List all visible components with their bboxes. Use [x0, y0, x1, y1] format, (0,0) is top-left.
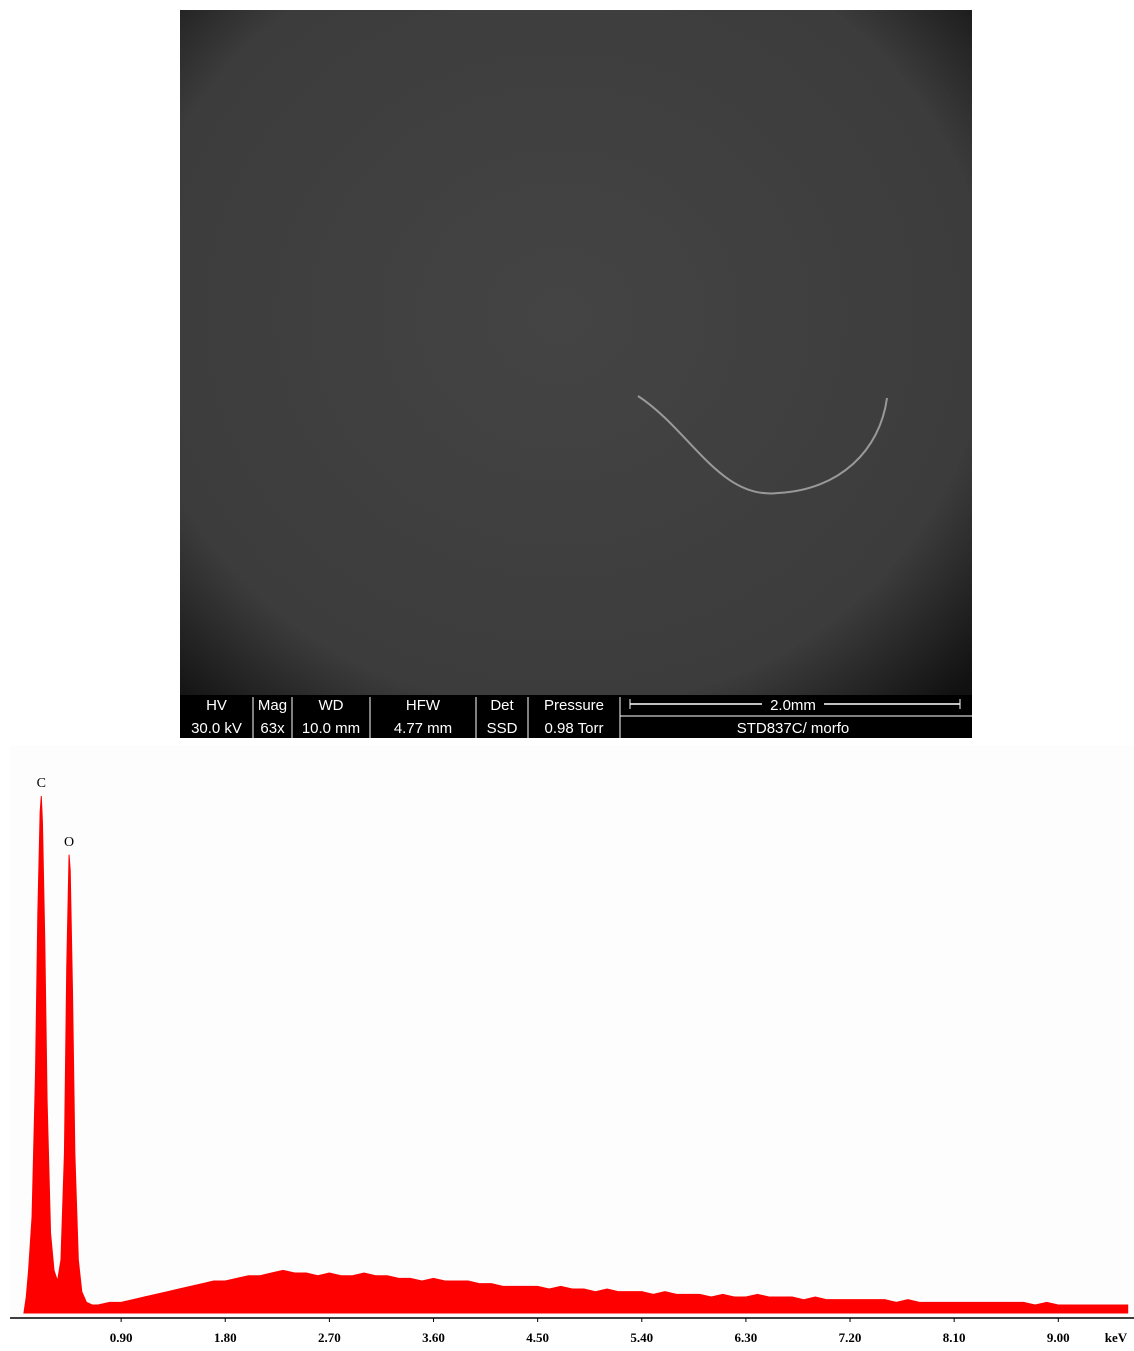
sample-label: STD837C/ morfo: [737, 720, 850, 737]
peak-label: O: [64, 835, 74, 850]
x-tick-label: 1.80: [214, 1330, 237, 1345]
x-axis-unit: keV: [1105, 1330, 1128, 1345]
x-tick-label: 0.90: [110, 1330, 133, 1345]
databar-header: Pressure: [544, 697, 604, 714]
spectrum-area: [23, 795, 1129, 1314]
databar-value: 10.0 mm: [302, 720, 360, 737]
x-tick-label: 8.10: [943, 1330, 966, 1345]
databar-value: 0.98 Torr: [545, 720, 604, 737]
x-tick-label: 5.40: [630, 1330, 653, 1345]
fiber: [637, 395, 888, 495]
databar-value: 4.77 mm: [394, 720, 452, 737]
databar-header: HFW: [406, 697, 441, 714]
x-tick-label: 9.00: [1047, 1330, 1070, 1345]
databar-header: WD: [319, 697, 344, 714]
scale-bar-bg: [762, 697, 824, 712]
databar-header: Det: [490, 697, 514, 714]
databar-value: 30.0 kV: [191, 720, 242, 737]
x-tick-label: 2.70: [318, 1330, 341, 1345]
peak-label: C: [37, 776, 46, 791]
x-tick-label: 4.50: [526, 1330, 549, 1345]
sem-image: 2.0mm STD837C/ morfo: [180, 10, 972, 738]
databar-header: HV: [206, 697, 227, 714]
databar-value: SSD: [487, 720, 518, 737]
micrograph: [180, 10, 972, 738]
x-tick-label: 7.20: [839, 1330, 862, 1345]
plot-background: [10, 745, 1134, 1318]
spectrum: 0.90 1.80 2.70 3.60 4.50 5.40 6.30 7.20 8.10 9.00…: [10, 745, 1134, 1345]
databar-header: Mag: [258, 697, 287, 714]
scale-bar-label: 2.0mm: [770, 697, 816, 714]
databar-value: 63x: [260, 720, 285, 737]
x-tick-label: 6.30: [735, 1330, 758, 1345]
x-tick-label: 3.60: [422, 1330, 445, 1345]
